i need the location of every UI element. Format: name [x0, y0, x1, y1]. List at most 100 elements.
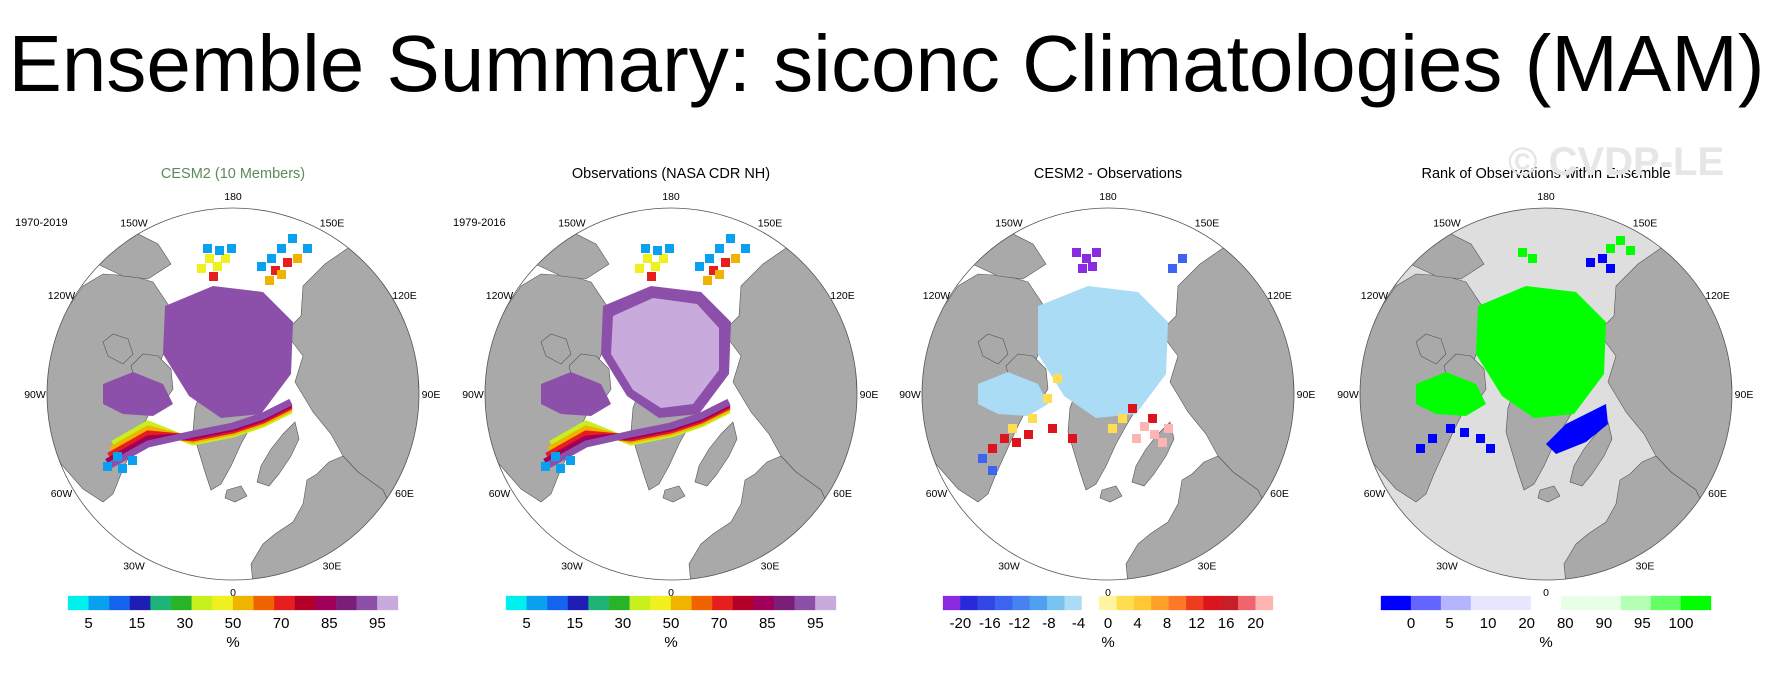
lon-label: 30E	[1636, 561, 1655, 573]
ice-cell	[551, 452, 560, 461]
colorbar-swatch	[794, 595, 816, 611]
colorbar-swatch	[588, 595, 610, 611]
period-label: 1970-2019	[15, 217, 68, 229]
colorbar-swatch	[1220, 595, 1239, 611]
colorbar-swatch	[1238, 595, 1256, 611]
colorbar-swatch	[1151, 595, 1169, 611]
ice-cell	[566, 456, 575, 465]
colorbar-tick-label: 16	[1218, 615, 1235, 632]
ice-cell	[1460, 428, 1469, 437]
colorbar-tick-label: -8	[1042, 615, 1055, 632]
ice-cell	[205, 254, 214, 263]
colorbar-swatch	[1530, 595, 1562, 611]
colorbar-tick-label: 15	[128, 615, 145, 632]
lon-label: 60W	[489, 488, 511, 500]
ice-pack-core	[173, 298, 281, 408]
map-border	[46, 207, 420, 581]
colorbar-swatch	[942, 595, 961, 611]
ice-cell	[647, 272, 656, 281]
colorbar-swatch	[1168, 595, 1187, 611]
colorbar-tick-label: 10	[1480, 615, 1497, 632]
ice-cell	[1072, 248, 1081, 257]
ice-cell	[215, 246, 224, 255]
ice-cell	[1043, 394, 1052, 403]
ice-cell	[1024, 430, 1033, 439]
colorbar-tick-label: 30	[177, 615, 194, 632]
lon-label: 150W	[120, 218, 148, 230]
colorbar-swatch	[109, 595, 131, 611]
lon-label: 150E	[1195, 218, 1220, 230]
lon-label: 150E	[320, 218, 345, 230]
colorbar-swatch	[191, 595, 213, 611]
lon-label: 120E	[1267, 290, 1292, 302]
lon-label: 90W	[462, 389, 484, 401]
ice-cell	[641, 244, 650, 253]
ice-cell	[267, 254, 276, 263]
colorbar-swatch	[1440, 595, 1472, 611]
ice-cell	[643, 254, 652, 263]
colorbar-tick-label: 5	[84, 615, 92, 632]
colorbar-tick-label: 0	[1104, 615, 1112, 632]
ice-cell	[726, 234, 735, 243]
map-panel: 180 150E 120E 90E 60E 30E 0 30W 60W 90W 120W 150W 19…	[453, 191, 878, 599]
colorbar-swatch	[547, 595, 569, 611]
lon-label: 180	[1537, 191, 1555, 203]
colorbar-swatch	[232, 595, 254, 611]
land-islands	[977, 333, 1009, 365]
ice-cell	[715, 270, 724, 279]
ice-cell	[709, 266, 718, 275]
rank-core	[1476, 286, 1606, 418]
colorbar-swatch	[1255, 595, 1274, 611]
lon-label: 90E	[860, 389, 879, 401]
ice-cell	[1178, 254, 1187, 263]
ice-edge-band	[103, 398, 293, 472]
colorbar-swatch	[567, 595, 589, 611]
lon-label: 0	[1105, 587, 1111, 599]
map-border	[921, 207, 1295, 581]
ice-cell	[118, 464, 127, 473]
map-panel: 180 150E 120E 90E 60E 30E 0 30W 60W 90W 120W 150W	[1337, 191, 1753, 599]
lon-label: 30W	[561, 561, 583, 573]
colorbar-swatch	[691, 595, 713, 611]
colorbar-swatch	[1560, 595, 1592, 611]
colorbar-swatch	[815, 595, 837, 611]
lon-label: 120E	[1705, 290, 1730, 302]
ice-cell	[1082, 254, 1091, 263]
colorbar-swatch	[294, 595, 316, 611]
colorbar-swatch	[608, 595, 630, 611]
colorbar-tick-label: 90	[1596, 615, 1613, 632]
colorbar-swatch	[1650, 595, 1682, 611]
colorbar-swatch	[977, 595, 996, 611]
ice-cell	[1486, 444, 1495, 453]
panel-title-rank: Rank of Observations within Ensemble	[1421, 166, 1671, 182]
lon-label: 90E	[1735, 389, 1754, 401]
ice-cell	[1088, 262, 1097, 271]
ice-cell	[1598, 254, 1607, 263]
colorbar-tick-label: 85	[759, 615, 776, 632]
ice-cell	[1164, 424, 1173, 433]
lon-label: 150E	[758, 218, 783, 230]
lon-label: 120W	[923, 290, 951, 302]
lon-label: 150W	[558, 218, 586, 230]
colorbar-tick-label: -20	[950, 615, 972, 632]
ice-bays	[103, 372, 173, 416]
colorbar-swatch	[753, 595, 775, 611]
ice-cell	[265, 276, 274, 285]
ice-cell	[1128, 404, 1137, 413]
ice-layer	[541, 234, 750, 473]
ice-cell	[1108, 424, 1117, 433]
land-iceland	[662, 485, 686, 503]
colorbar: 5 15 30 50 70 85 95%	[67, 595, 399, 651]
ice-cell	[1048, 424, 1057, 433]
colorbar-swatch	[1012, 595, 1031, 611]
lon-label: 180	[662, 191, 680, 203]
ice-cell	[1150, 430, 1159, 439]
ice-cell	[1012, 438, 1021, 447]
colorbar-tick-label: 50	[663, 615, 680, 632]
ice-edge-band	[541, 398, 731, 472]
map-border	[484, 207, 858, 581]
lon-label: 0	[230, 587, 236, 599]
colorbar-swatch	[1500, 595, 1532, 611]
colorbar-unit: %	[1101, 634, 1114, 651]
ice-cell	[1518, 248, 1527, 257]
